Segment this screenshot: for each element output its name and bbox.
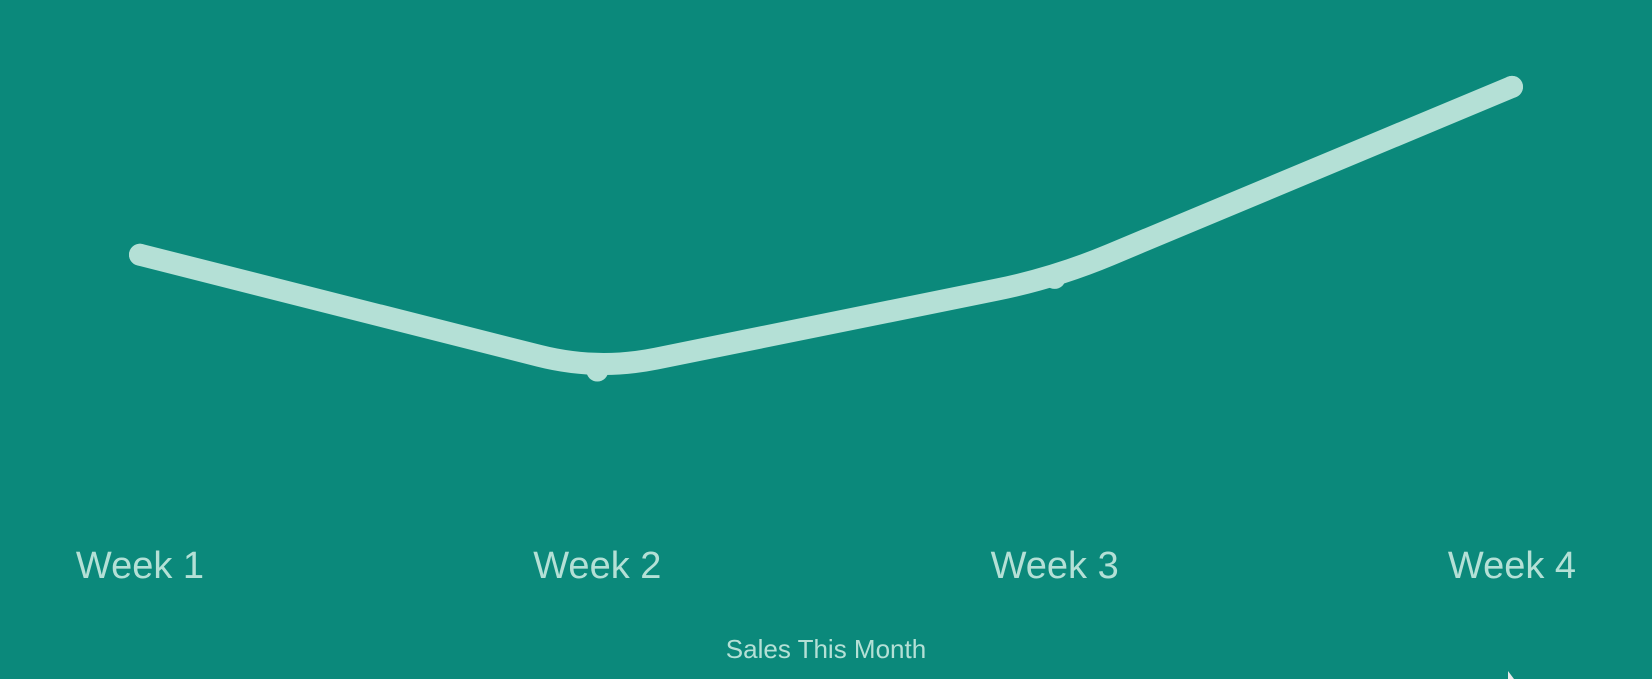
mouse-cursor-icon — [1508, 671, 1514, 679]
x-tick-label: Week 4 — [1448, 545, 1576, 587]
x-axis-ticks: Week 1 Week 2 Week 3 Week 4 — [76, 545, 1576, 587]
data-point — [1501, 75, 1523, 98]
data-point — [129, 243, 151, 266]
x-axis-title: Sales This Month — [726, 634, 926, 664]
series-line — [129, 75, 1523, 375]
x-tick-label: Week 2 — [533, 545, 661, 587]
data-point — [586, 359, 609, 382]
series-layer — [129, 75, 1523, 382]
x-tick-label: Week 3 — [991, 545, 1119, 587]
data-point — [1043, 266, 1066, 289]
x-tick-label: Week 1 — [76, 545, 204, 587]
